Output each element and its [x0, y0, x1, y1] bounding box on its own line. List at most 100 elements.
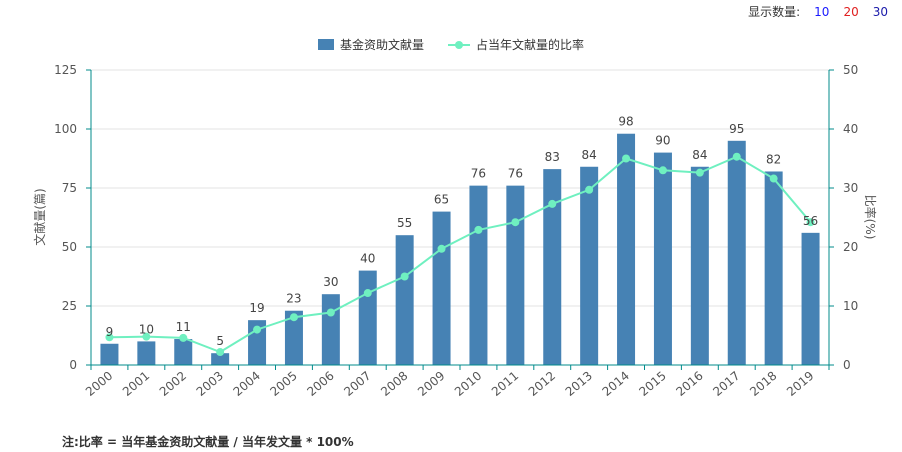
x-tick-label: 2004 — [231, 369, 263, 399]
ratio-point — [105, 333, 114, 342]
ratio-point — [806, 218, 815, 227]
ratio-point — [216, 348, 225, 357]
ratio-point — [253, 325, 262, 334]
y-axis-label-left: 文献量(篇) — [32, 188, 47, 245]
y-tick-label-left: 25 — [62, 299, 77, 313]
bar-value-label: 10 — [139, 322, 154, 336]
x-tick-label: 2001 — [120, 369, 152, 399]
x-tick-label: 2019 — [784, 369, 816, 399]
x-tick-label: 2002 — [157, 369, 189, 399]
x-tick-label: 2005 — [267, 369, 299, 399]
ratio-point — [548, 199, 557, 208]
bar — [690, 166, 709, 365]
y-tick-label-left: 50 — [62, 240, 77, 254]
x-tick-label: 2012 — [526, 369, 558, 399]
bar — [469, 185, 488, 365]
x-tick-label: 2014 — [600, 369, 632, 399]
bar — [617, 133, 636, 365]
data-labels: 9 10 11 5 19 23 30 40 55 65 76 76 83 84 98 90 84 95 82 56 — [106, 115, 819, 348]
gridlines — [91, 69, 829, 307]
ratio-point — [437, 244, 446, 253]
bar — [137, 341, 156, 365]
bar-value-label: 98 — [618, 115, 633, 129]
x-tick-label: 2013 — [563, 369, 595, 399]
bar-value-label: 19 — [249, 301, 264, 315]
x-tick-label: 2006 — [304, 369, 336, 399]
bar — [248, 320, 267, 365]
bar-value-label: 84 — [692, 148, 707, 162]
display-count-label: 显示数量: — [748, 5, 801, 19]
x-tick-label: 2015 — [636, 369, 668, 399]
bar-value-label: 84 — [582, 148, 597, 162]
legend-item-line[interactable]: 占当年文献量的比率 — [448, 36, 584, 53]
bars — [100, 133, 820, 365]
y-tick-label-right: 10 — [843, 299, 858, 313]
bar-value-label: 11 — [176, 320, 191, 334]
y-axis-label-right: 比率(%) — [863, 195, 878, 240]
display-count-option-10[interactable]: 10 — [814, 4, 830, 19]
bar — [432, 211, 451, 365]
bar — [358, 270, 377, 365]
bar — [653, 152, 672, 365]
display-count-option-30[interactable]: 30 — [872, 4, 888, 19]
ratio-point — [658, 166, 667, 175]
legend-bar-label: 基金资助文献量 — [339, 38, 424, 52]
y-tick-label-right: 40 — [843, 122, 858, 136]
x-tick-label: 2003 — [194, 369, 226, 399]
ratio-point — [695, 168, 704, 177]
x-tick-label: 2009 — [415, 369, 447, 399]
x-tick-label: 2018 — [747, 369, 779, 399]
x-tick-label: 2016 — [673, 369, 705, 399]
bar — [100, 343, 119, 365]
legend-bar-swatch — [317, 39, 334, 50]
display-count-selector: 显示数量: 10 20 30 — [748, 3, 888, 20]
footnote: 注:比率 = 当年基金资助文献量 / 当年发文量 * 100% — [62, 435, 354, 449]
ratio-point — [511, 218, 520, 227]
ratio-line — [105, 152, 815, 357]
legend-line-label: 占当年文献量的比率 — [476, 38, 585, 52]
bar — [211, 353, 230, 365]
bar-value-label: 76 — [471, 167, 486, 181]
x-tick-label: 2008 — [378, 369, 410, 399]
bar — [506, 185, 525, 365]
x-tick-label: 2017 — [710, 369, 742, 399]
y-tick-label-left: 125 — [54, 63, 77, 77]
bar — [543, 169, 562, 365]
legend-item-bar[interactable]: 基金资助文献量 — [317, 36, 424, 53]
bar — [174, 339, 193, 365]
bar — [284, 310, 303, 365]
ratio-point — [289, 313, 298, 322]
bar-value-label: 83 — [545, 150, 560, 164]
legend-line-swatch — [448, 40, 470, 49]
x-tick-label: 2010 — [452, 369, 484, 399]
bar — [727, 140, 746, 365]
bar — [580, 166, 599, 365]
bar — [321, 294, 340, 365]
bar-value-label: 65 — [434, 193, 449, 207]
ratio-point — [769, 174, 778, 183]
bar-value-label: 90 — [655, 134, 670, 148]
bar-value-label: 76 — [508, 167, 523, 181]
bar-value-label: 55 — [397, 216, 412, 230]
ratio-point — [622, 154, 631, 163]
axes: 0 25 50 75 100 125 0 10 20 30 40 50 2000 2001 2002 2003… — [54, 63, 858, 399]
bar-value-label: 5 — [216, 334, 224, 348]
x-tick-label: 2007 — [341, 369, 373, 399]
display-count-option-20[interactable]: 20 — [843, 4, 859, 19]
y-tick-label-right: 30 — [843, 181, 858, 195]
ratio-point — [142, 332, 151, 341]
y-tick-label-right: 0 — [843, 358, 851, 372]
chart-legend: 基金资助文献量 占当年文献量的比率 — [0, 36, 902, 53]
bar-value-label: 30 — [323, 275, 338, 289]
bar-value-label: 40 — [360, 252, 375, 266]
y-tick-label-left: 0 — [69, 358, 77, 372]
bar-value-label: 95 — [729, 122, 744, 136]
bar — [395, 235, 414, 365]
bar-value-label: 82 — [766, 152, 781, 166]
x-tick-label: 2000 — [83, 369, 115, 399]
ratio-point — [326, 308, 335, 317]
ratio-point — [400, 272, 409, 281]
y-tick-label-left: 75 — [62, 181, 77, 195]
bar-value-label: 56 — [803, 214, 818, 228]
